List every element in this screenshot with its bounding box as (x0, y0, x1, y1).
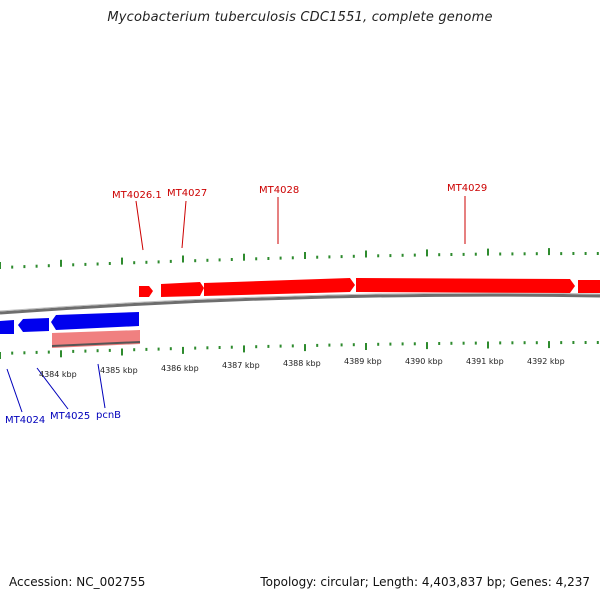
leader-pcnb (97, 363, 106, 409)
gene-label-pcnb[interactable]: pcnB (96, 410, 121, 421)
kbp-label-4392: 4392 kbp (527, 357, 565, 366)
gene-label-mt4027[interactable]: MT4027 (167, 188, 207, 199)
lower-tick-track (0, 341, 599, 359)
gene-mt4027-arrow[interactable] (161, 282, 204, 297)
leader-mt4025 (36, 367, 69, 410)
kbp-label-4385: 4385 kbp (100, 366, 138, 375)
genome-title: Mycobacterium tuberculosis CDC1551, comp… (107, 10, 493, 25)
kbp-label-4388: 4388 kbp (283, 359, 321, 368)
gene-label-mt4026-1[interactable]: MT4026.1 (112, 190, 162, 201)
genome-backbone (0, 293, 600, 315)
leader-mt4026-1 (135, 200, 144, 251)
upper-tick-track (0, 248, 599, 269)
gene-mt4025-arrow[interactable] (18, 318, 49, 332)
gene-mt4024-arrow[interactable] (0, 320, 14, 334)
leader-mt4027 (181, 200, 187, 249)
gene-label-mt4025[interactable]: MT4025 (50, 411, 90, 422)
gene-mt4028-arrow[interactable] (204, 278, 355, 296)
leader-mt4024 (6, 368, 23, 413)
gene-label-mt4028[interactable]: MT4028 (259, 185, 299, 196)
kbp-label-4389: 4389 kbp (344, 357, 382, 366)
gene-pcnb-pseudo-edge (51, 341, 141, 347)
kbp-label-4391: 4391 kbp (466, 357, 504, 366)
gene-label-mt4029[interactable]: MT4029 (447, 183, 487, 194)
gene-mt4029-arrow[interactable] (356, 278, 575, 293)
genome-summary-text: Topology: circular; Length: 4,403,837 bp… (260, 575, 590, 589)
kbp-label-4390: 4390 kbp (405, 357, 443, 366)
kbp-label-4386: 4386 kbp (161, 364, 199, 373)
gene-label-mt4024[interactable]: MT4024 (5, 415, 45, 426)
kbp-label-4384: 4384 kbp (39, 370, 77, 379)
genome-backbone-highlight (0, 292, 600, 312)
gene-mt4026-1-arrow[interactable] (139, 286, 153, 297)
kbp-label-4387: 4387 kbp (222, 361, 260, 370)
gene-pcnb-arrow[interactable] (51, 312, 139, 330)
accession-text: Accession: NC_002755 (9, 575, 146, 589)
gene-next-forward-arrow[interactable] (578, 280, 600, 293)
